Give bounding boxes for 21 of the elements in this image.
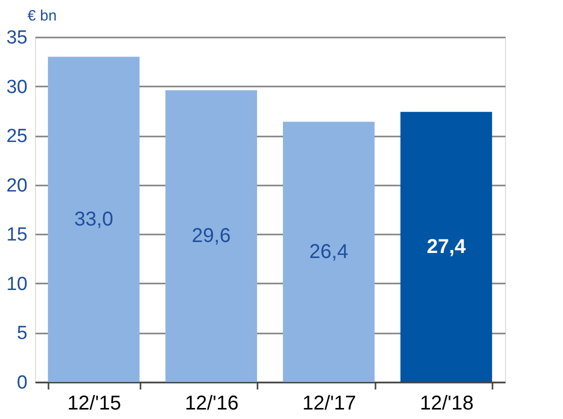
data-label: 29,6 bbox=[192, 225, 231, 248]
y-tick-label: 20 bbox=[6, 175, 28, 196]
y-tick-label: 10 bbox=[6, 274, 28, 295]
y-tick-label: 30 bbox=[6, 76, 28, 98]
data-label: 33,0 bbox=[74, 208, 114, 230]
bar bbox=[165, 90, 258, 382]
y-tick-label: 25 bbox=[6, 126, 28, 148]
y-tick-label: 5 bbox=[16, 323, 28, 344]
y-tick-label: 0 bbox=[16, 372, 28, 394]
bar bbox=[400, 112, 492, 382]
data-label: 27,4 bbox=[426, 236, 467, 258]
x-tick-label: 12/'16 bbox=[184, 392, 239, 414]
x-tick-label: 12/'18 bbox=[420, 392, 474, 414]
x-tick-label: 12/'17 bbox=[302, 392, 356, 414]
y-tick-label: 35 bbox=[6, 28, 28, 48]
bar bbox=[282, 122, 375, 382]
y-tick-label: 15 bbox=[6, 224, 28, 246]
bar bbox=[48, 56, 140, 382]
y-axis-title: € bn bbox=[28, 8, 57, 24]
data-label: 26,4 bbox=[309, 240, 348, 263]
x-tick-label: 12/'15 bbox=[67, 392, 122, 414]
